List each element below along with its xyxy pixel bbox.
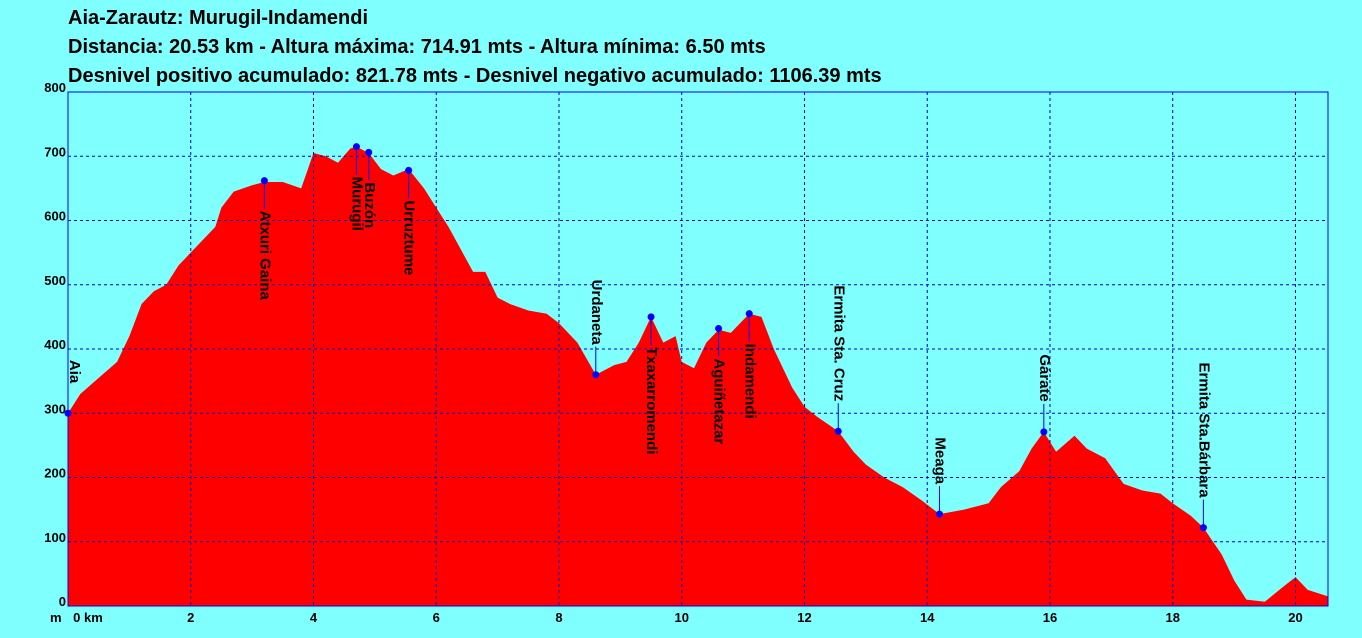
- waypoint: [745, 310, 753, 318]
- waypoint: [592, 371, 600, 379]
- y-tick-label: 100: [44, 530, 66, 545]
- waypoint: [834, 427, 842, 435]
- waypoint-label: Aia: [66, 360, 83, 384]
- waypoint: [64, 409, 72, 417]
- x-tick-label: 20: [1288, 610, 1302, 625]
- y-tick-label: 300: [44, 401, 66, 416]
- waypoint-label: Buzón: [361, 182, 378, 228]
- waypoint-label: Atxuri Gaina: [256, 211, 273, 301]
- waypoint: [352, 143, 360, 151]
- waypoint-label: Aguiñetazar: [711, 358, 728, 444]
- y-tick-label: 600: [44, 209, 66, 224]
- x-tick-label: 8: [555, 610, 562, 625]
- waypoint: [936, 510, 944, 518]
- y-tick-label: 800: [44, 80, 66, 95]
- x-tick-label: 18: [1165, 610, 1179, 625]
- waypoint: [647, 313, 655, 321]
- chart-subtitle: Distancia: 20.53 km - Altura máxima: 714…: [68, 36, 766, 58]
- x-tick-label: 2: [187, 610, 194, 625]
- x-tick-label: 16: [1043, 610, 1057, 625]
- elevation-area: [68, 146, 1328, 606]
- y-tick-label: 400: [44, 337, 66, 352]
- x-tick-label: 0 km: [73, 610, 103, 625]
- waypoint-label: Murugil: [348, 177, 365, 231]
- x-tick-label: 12: [797, 610, 811, 625]
- y-tick-label: 500: [44, 273, 66, 288]
- plot-border: [67, 91, 1329, 607]
- x-tick-label: 10: [675, 610, 689, 625]
- x-tick-label: 4: [310, 610, 318, 625]
- y-tick-label: 700: [44, 144, 66, 159]
- waypoint: [405, 166, 413, 174]
- y-tick-label: 200: [44, 466, 66, 481]
- waypoint-label: Gárate: [1036, 354, 1053, 402]
- y-axis-label: m: [50, 610, 62, 625]
- waypoint-label: Urdaneta: [588, 280, 605, 346]
- x-tick-label: 14: [920, 610, 935, 625]
- waypoint: [365, 148, 373, 156]
- waypoint-label: Meaga: [932, 437, 949, 484]
- x-tick-label: 6: [433, 610, 440, 625]
- y-tick-label: 0: [59, 594, 66, 609]
- waypoint-label: Ermita Sta.Bárbara: [1195, 363, 1212, 499]
- waypoint: [715, 324, 723, 332]
- waypoint: [260, 177, 268, 185]
- waypoint-label: Ermita Sta. Cruz: [830, 285, 847, 401]
- waypoint-label: Indamendi: [741, 344, 758, 419]
- chart-title: Aia-Zarautz: Murugil-Indamendi: [68, 7, 368, 29]
- waypoint: [1040, 428, 1048, 436]
- waypoint: [1199, 524, 1207, 532]
- waypoint-label: Urruztume: [401, 200, 418, 275]
- chart-subtitle: Desnivel positivo acumulado: 821.78 mts …: [68, 65, 882, 87]
- waypoint-label: Txaxarromendi: [643, 347, 660, 455]
